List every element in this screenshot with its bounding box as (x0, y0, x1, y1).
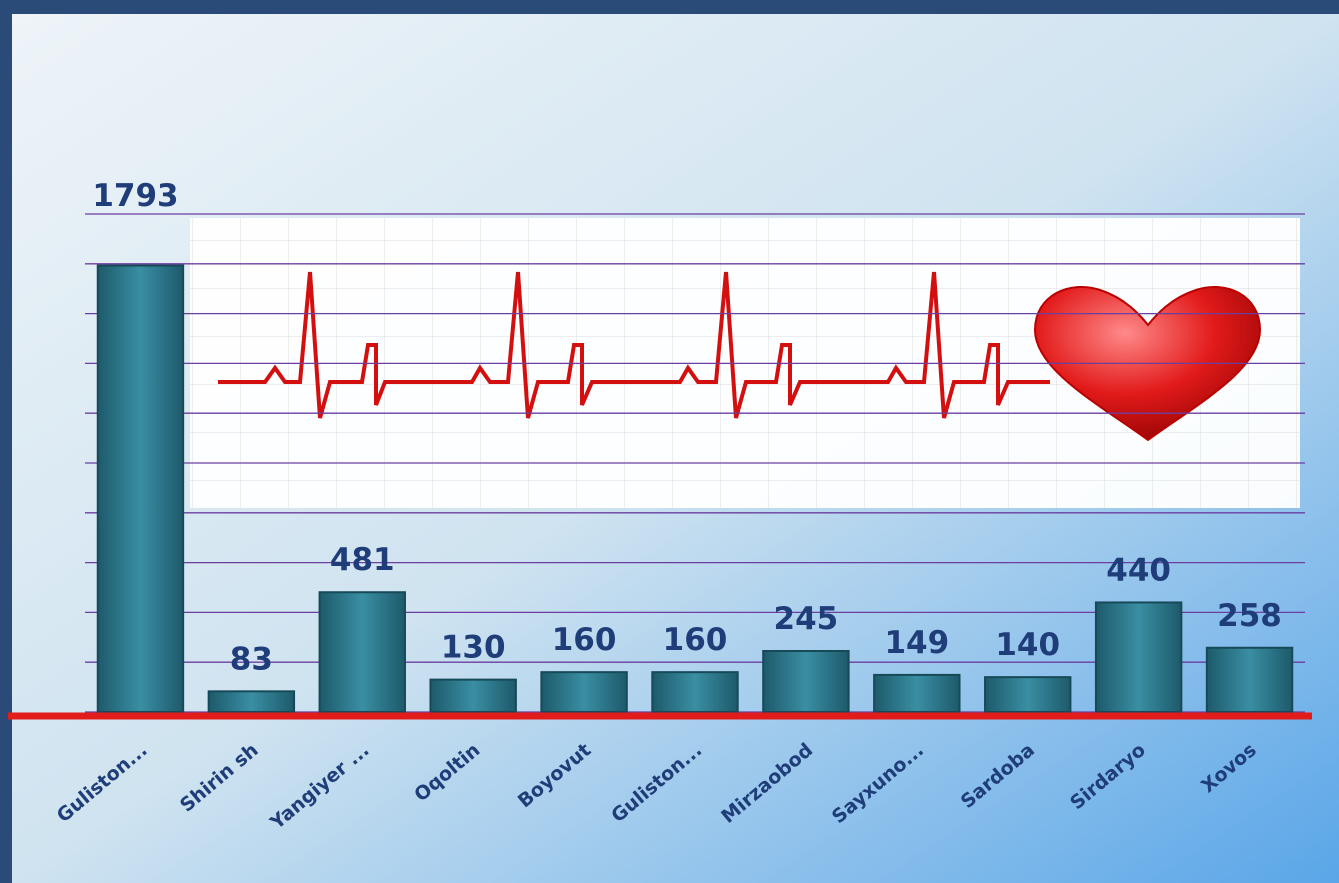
bar (985, 677, 1070, 712)
value-label: 440 (1106, 552, 1171, 588)
bar (209, 691, 294, 712)
bar (541, 672, 626, 712)
bar (652, 672, 737, 712)
value-label: 1793 (92, 178, 178, 214)
value-label: 258 (1217, 598, 1282, 634)
chart: 1793Guliston...83Shirin sh481Yangiyer ..… (0, 0, 1339, 883)
bar (763, 651, 848, 712)
bar (430, 680, 515, 712)
value-label: 160 (663, 622, 728, 658)
bar (1207, 648, 1292, 712)
bar (1096, 602, 1181, 712)
bar (874, 675, 959, 712)
value-label: 140 (995, 627, 1060, 663)
value-label: 245 (774, 601, 839, 637)
bar (98, 266, 183, 712)
value-label: 130 (441, 630, 506, 666)
value-label: 481 (330, 542, 395, 578)
value-label: 160 (552, 622, 617, 658)
value-label: 149 (884, 625, 949, 661)
bar (320, 592, 405, 712)
value-label: 83 (230, 641, 273, 677)
